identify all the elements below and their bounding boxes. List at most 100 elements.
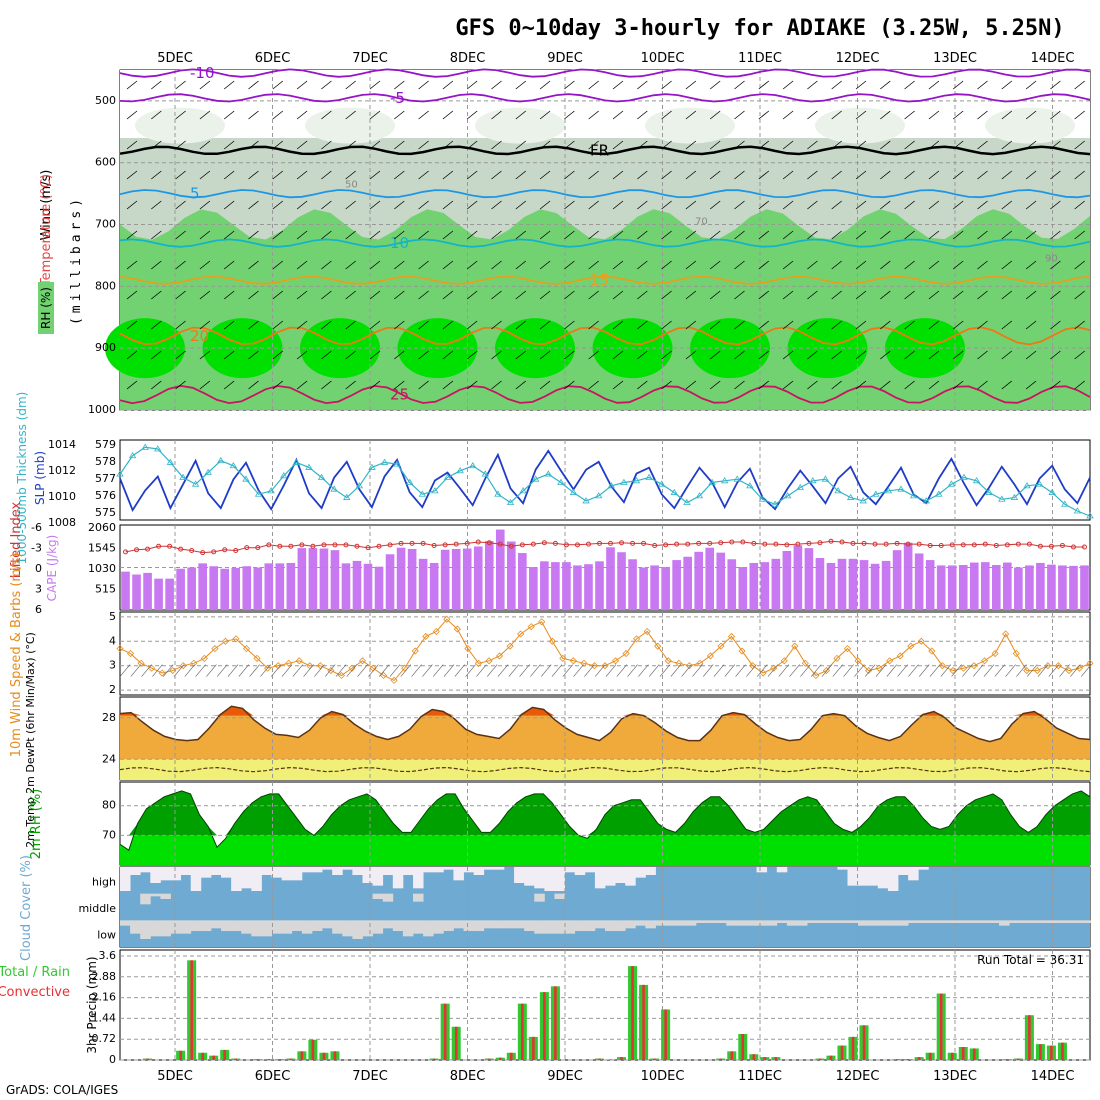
wind-barb xyxy=(442,170,454,180)
cloud-cell xyxy=(332,920,343,934)
wind-barb xyxy=(612,80,624,90)
wind-barb xyxy=(904,80,915,90)
lifted-index-marker xyxy=(1037,543,1043,549)
wind-speed-marker xyxy=(316,662,324,670)
tick-label: 24 xyxy=(102,752,116,765)
wind-barb xyxy=(831,200,842,210)
wind-barb xyxy=(977,320,988,330)
tick-label: 1012 xyxy=(48,464,76,477)
wind-barb xyxy=(324,664,336,677)
wind-barb xyxy=(1074,140,1085,150)
precip-convective-bar xyxy=(939,993,943,1060)
wind-barb xyxy=(928,170,940,180)
cape-bar xyxy=(121,571,130,610)
wind-barb xyxy=(670,664,682,677)
wind-barb xyxy=(767,664,779,677)
wind-barb xyxy=(491,290,502,300)
wind-barb xyxy=(758,290,770,300)
lifted-index-marker xyxy=(1070,544,1076,550)
cape-bar xyxy=(518,553,527,610)
rh-legend-swatch xyxy=(38,282,54,334)
cape-bar xyxy=(484,541,494,610)
cloud-cell xyxy=(685,920,697,926)
cloud-cell xyxy=(231,867,242,891)
lifted-index-marker xyxy=(508,543,514,549)
wind-barb xyxy=(758,320,770,330)
isotherm-line xyxy=(119,238,1091,248)
temp-axis-label: 2m Temp 2m DewPt (6hr Min/Max) (°C) xyxy=(24,632,37,848)
wind-barb xyxy=(551,664,563,677)
wind-barb xyxy=(539,170,551,180)
wind-speed-marker xyxy=(285,659,293,667)
lifted-index-marker xyxy=(949,542,955,548)
temp-line xyxy=(119,705,1091,743)
wind-barb xyxy=(952,350,964,360)
wind-barb xyxy=(223,230,235,240)
cloud-cell xyxy=(170,867,182,881)
wind-barb xyxy=(994,664,1006,677)
isotherm-line xyxy=(119,145,1091,156)
wind-barb xyxy=(223,350,235,360)
cloud-cell xyxy=(372,867,384,886)
cloud-cell xyxy=(655,920,667,926)
wind-barb xyxy=(929,664,941,677)
wind-barb xyxy=(880,290,891,300)
cloud-cell xyxy=(493,920,505,929)
date-label-bottom: 6DEC xyxy=(255,1069,291,1084)
wind-barb xyxy=(807,290,818,300)
wind-barb xyxy=(248,110,259,120)
wind-barb xyxy=(321,260,332,270)
wind-barb xyxy=(564,80,575,90)
cape-bar xyxy=(760,562,770,610)
thickness-marker xyxy=(154,445,162,452)
wind-barb xyxy=(345,350,356,360)
tick-label: 2060 xyxy=(88,521,116,534)
wind-barb xyxy=(369,230,381,240)
date-label-top: 10DEC xyxy=(641,51,685,66)
lifted-index-marker xyxy=(321,542,327,548)
precip-convective-bar xyxy=(498,1057,502,1060)
wind-barb xyxy=(659,664,671,677)
wind-barb xyxy=(369,170,381,180)
wind-barb xyxy=(515,140,527,150)
cape-bar xyxy=(407,548,417,610)
cape-bar xyxy=(749,562,759,610)
cloud-cell xyxy=(847,920,859,923)
wind-barb xyxy=(564,230,575,240)
precip-convective-bar xyxy=(972,1048,976,1060)
cloud-cell xyxy=(130,867,141,875)
lifted-index-marker xyxy=(993,543,999,549)
wind-barb xyxy=(292,664,304,677)
wind-barb xyxy=(855,170,867,180)
wind-barb xyxy=(758,200,770,210)
lifted-index-marker xyxy=(255,545,261,551)
wind-speed-marker xyxy=(601,662,609,670)
precip-convective-bar xyxy=(322,1052,326,1060)
precip-convective-bar xyxy=(1006,1059,1009,1060)
lifted-index-marker xyxy=(530,541,536,547)
wind-barb xyxy=(199,290,211,300)
wind-barb xyxy=(807,260,818,270)
wind-barb xyxy=(685,140,697,150)
wind-barb xyxy=(977,350,988,360)
tick-label: -6 xyxy=(31,521,42,534)
tick-label: 6 xyxy=(35,603,42,616)
axis-label: Wind (m/s) xyxy=(39,170,54,241)
wind-barb xyxy=(539,290,551,300)
wind-barb xyxy=(345,140,356,150)
cloud-cell xyxy=(301,920,313,934)
wind-barb xyxy=(515,110,527,120)
wind-barb xyxy=(854,664,865,677)
precip-convective-bar xyxy=(190,960,193,1060)
wind-barb xyxy=(709,200,721,210)
temp2m-panel: 28 24 xyxy=(102,697,1091,780)
wind-barb xyxy=(709,110,721,120)
wind-barb xyxy=(880,110,891,120)
thickness-marker xyxy=(141,443,149,450)
wind-barb xyxy=(296,230,308,240)
wind-barb xyxy=(952,230,964,240)
cape-bar xyxy=(1036,562,1045,610)
wind-barb xyxy=(807,230,818,240)
wind-speed-marker xyxy=(1033,667,1041,675)
cloud-cell xyxy=(120,920,131,926)
